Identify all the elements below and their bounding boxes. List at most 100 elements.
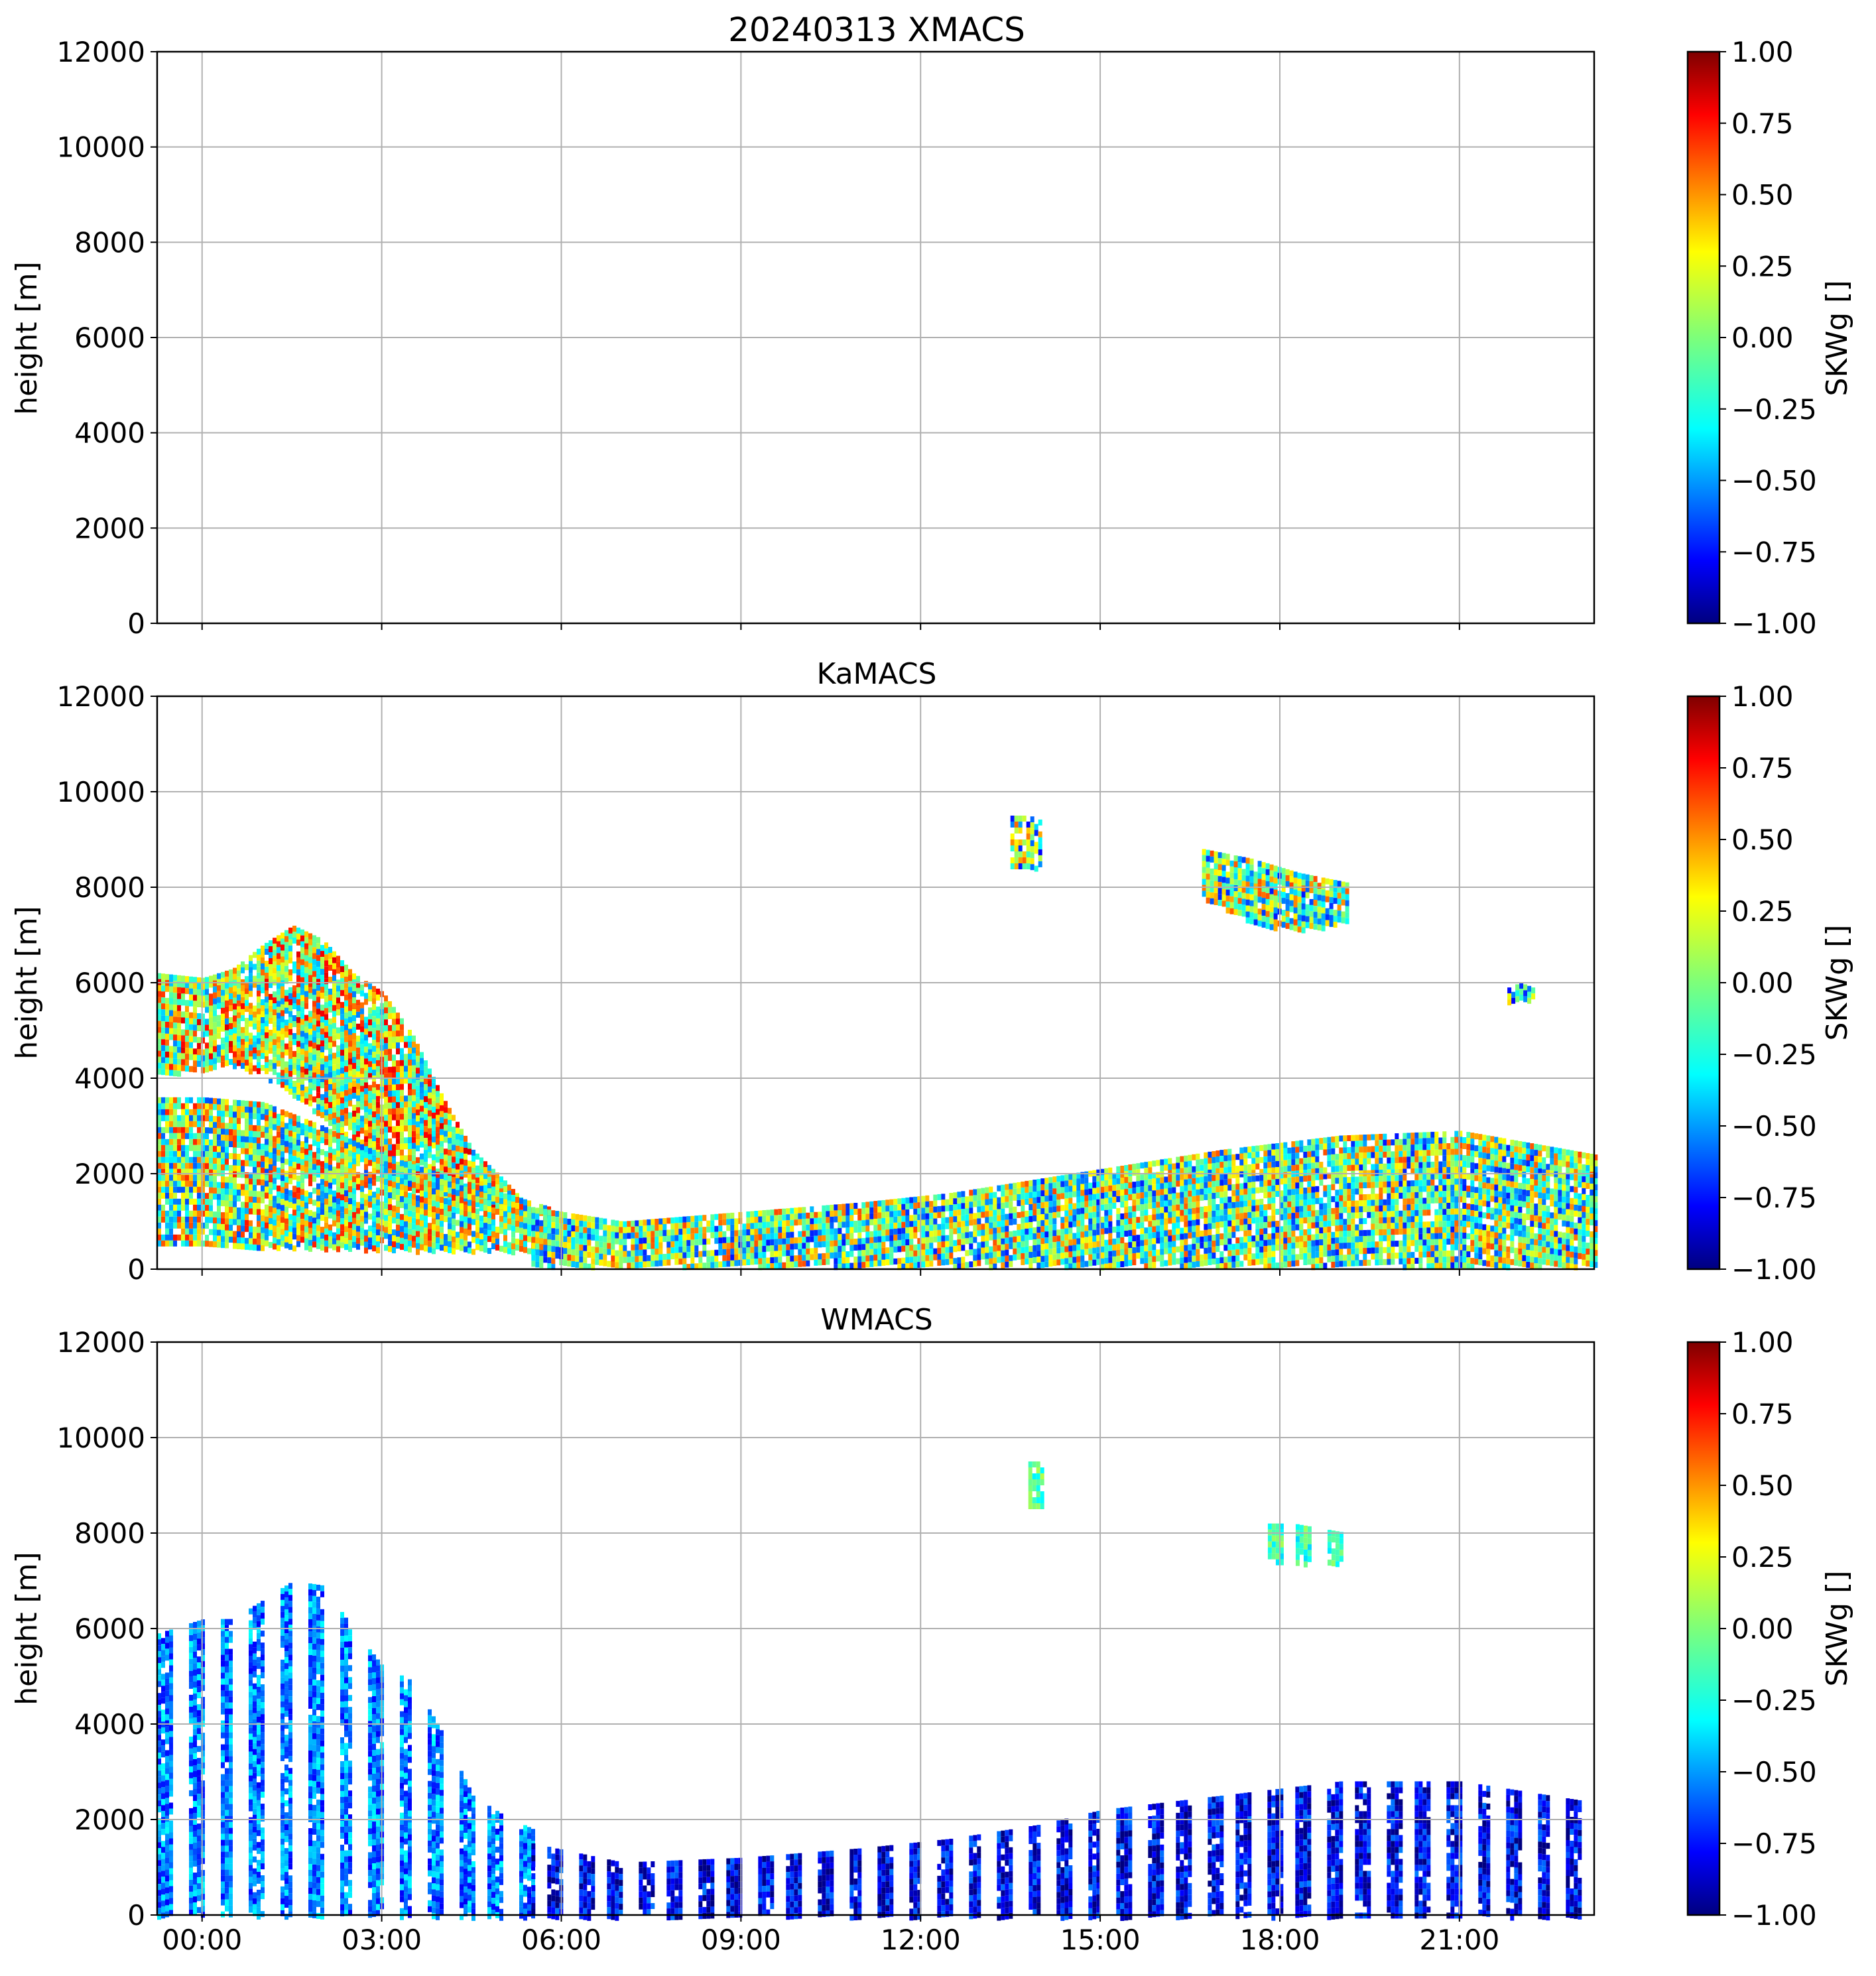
data-cell [249, 1107, 253, 1113]
data-cell [352, 985, 356, 991]
data-cell [388, 1156, 392, 1163]
data-cell [296, 927, 300, 934]
data-cell [161, 1139, 165, 1145]
data-cell [205, 1157, 209, 1164]
data-cell [503, 1199, 507, 1205]
data-cell [444, 1113, 448, 1119]
data-cell [623, 1233, 627, 1239]
data-cell [217, 1003, 221, 1009]
data-cell [909, 1233, 914, 1239]
data-cell [678, 1247, 683, 1253]
data-cell [173, 1127, 177, 1133]
data-cell [253, 1196, 257, 1203]
data-cell [364, 1088, 368, 1095]
data-cell [595, 1253, 599, 1259]
data-cell [372, 1233, 376, 1240]
data-cell [877, 1212, 882, 1219]
data-cell [746, 1223, 751, 1229]
data-cell [284, 1236, 288, 1243]
data-cell [328, 977, 332, 983]
data-cell [555, 1247, 560, 1253]
data-cell [336, 1240, 340, 1247]
data-cell [384, 1245, 388, 1251]
data-cell [169, 1058, 173, 1064]
data-cell [861, 1202, 866, 1209]
data-cell [360, 1186, 364, 1192]
data-cell [1060, 1253, 1065, 1259]
data-cell [941, 1194, 946, 1200]
data-cell [1084, 1183, 1089, 1190]
data-cell [229, 999, 233, 1005]
data-cell [201, 1204, 205, 1211]
data-cell [288, 927, 292, 934]
data-cell [316, 1092, 320, 1099]
data-cell [257, 1125, 261, 1132]
data-cell [953, 1198, 958, 1205]
data-cell [471, 1155, 475, 1162]
data-cell [905, 1221, 910, 1227]
data-cell [233, 1243, 237, 1249]
data-cell [304, 1050, 308, 1057]
data-cell [173, 1216, 177, 1223]
data-cell [905, 1239, 910, 1245]
data-cell [316, 973, 320, 979]
data-cell [392, 1024, 396, 1031]
data-cell [643, 1261, 647, 1268]
data-cell [989, 1258, 993, 1265]
data-cell [479, 1169, 483, 1176]
data-cell [320, 1233, 324, 1239]
data-cell [185, 1204, 189, 1211]
data-cell [1025, 1192, 1029, 1199]
data-cell [877, 1254, 882, 1261]
data-cell [810, 1248, 814, 1255]
data-cell [265, 1121, 269, 1127]
data-cell [197, 1210, 201, 1217]
data-cell [261, 1113, 265, 1120]
data-cell [173, 1017, 177, 1023]
data-cell [1048, 1249, 1053, 1255]
data-cell [392, 1060, 396, 1067]
data-cell [265, 1127, 269, 1133]
data-cell [360, 1115, 364, 1122]
data-cell [288, 1118, 292, 1125]
data-cell [336, 1129, 340, 1135]
data-cell [1060, 1235, 1065, 1241]
data-cell [296, 957, 300, 963]
data-cell [312, 965, 316, 971]
data-cell [273, 1057, 277, 1064]
data-cell [933, 1206, 938, 1213]
data-cell [265, 1240, 269, 1247]
data-cell [304, 1098, 308, 1105]
data-cell [257, 1050, 261, 1056]
data-cell [372, 1087, 376, 1094]
data-cell [372, 1135, 376, 1142]
data-cell [336, 1033, 340, 1040]
data-cell [292, 1150, 296, 1156]
data-cell [356, 1219, 360, 1226]
data-cell [356, 1125, 360, 1131]
data-cell [197, 995, 201, 1001]
data-cell [690, 1221, 695, 1228]
data-cell [189, 1121, 193, 1127]
data-cell [432, 1182, 436, 1189]
data-cell [360, 1204, 364, 1210]
data-cell [340, 1236, 344, 1243]
data-cell [961, 1263, 966, 1269]
data-cell [209, 1187, 213, 1194]
data-cell [344, 1184, 348, 1191]
data-cell [802, 1255, 806, 1261]
data-cell [1052, 1182, 1057, 1189]
data-cell [973, 1225, 977, 1231]
data-cell [324, 1198, 328, 1205]
data-cell [428, 1247, 432, 1253]
data-cell [396, 1177, 400, 1183]
data-cell [1092, 1223, 1097, 1230]
data-cell [471, 1149, 475, 1156]
data-cell [420, 1214, 424, 1221]
data-cell [396, 1030, 400, 1037]
data-cell [623, 1251, 627, 1257]
data-cell [845, 1215, 850, 1221]
data-cell [209, 993, 213, 1000]
data-cell [173, 1198, 177, 1205]
data-cell [722, 1255, 727, 1261]
